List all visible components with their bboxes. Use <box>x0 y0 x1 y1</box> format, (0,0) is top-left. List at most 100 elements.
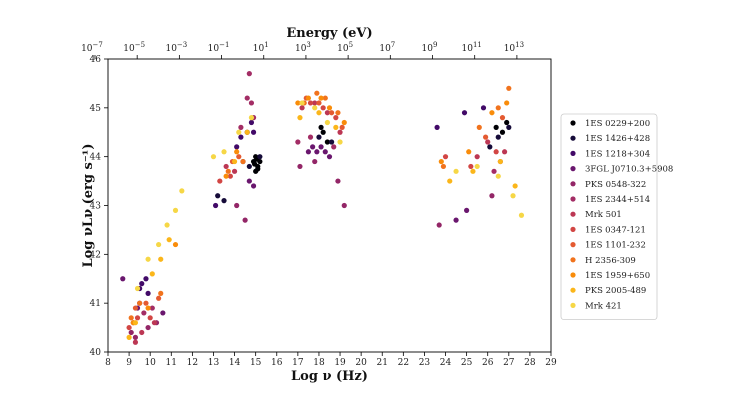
x-tick-label: 21 <box>377 358 388 368</box>
data-point-series-10 <box>223 173 229 179</box>
data-point-series-1 <box>487 144 493 150</box>
x-tick-label: 11 <box>166 358 177 368</box>
data-point-series-0 <box>499 129 506 135</box>
data-point-series-2 <box>145 290 151 296</box>
data-point-series-11 <box>166 237 172 243</box>
data-point-series-5 <box>149 305 155 311</box>
data-point-series-12 <box>453 168 459 174</box>
top-tick-base: 10 <box>337 44 349 54</box>
data-point-series-4 <box>312 158 318 165</box>
top-tick-label: 10−1 <box>208 41 230 54</box>
x-tick-label: 27 <box>503 358 515 368</box>
data-point-series-3 <box>120 276 126 282</box>
x-tick-label: 16 <box>271 358 283 368</box>
data-point-series-8 <box>236 154 242 160</box>
data-point-series-11 <box>297 115 303 121</box>
data-point-series-1 <box>506 124 512 130</box>
data-point-series-1 <box>257 154 263 160</box>
legend-label: 3FGL J0710.3+5908 <box>585 165 673 175</box>
data-point-series-2 <box>139 281 145 287</box>
data-point-series-8 <box>499 115 506 121</box>
data-point-series-2 <box>143 276 149 282</box>
top-tick-base: 10 <box>462 44 474 54</box>
top-tick-label: 105 <box>337 41 353 54</box>
data-point-series-11 <box>333 124 339 130</box>
legend-marker <box>570 211 576 217</box>
legend-label: 1ES 0229+200 <box>585 119 650 129</box>
data-point-series-8 <box>132 305 139 311</box>
data-point-series-11 <box>126 334 132 340</box>
data-point-series-12 <box>210 154 217 160</box>
data-point-series-8 <box>329 110 335 116</box>
legend-label: Mrk 421 <box>585 301 622 311</box>
data-point-series-12 <box>324 119 330 126</box>
data-point-series-7 <box>468 163 474 170</box>
data-point-series-10 <box>305 95 312 101</box>
data-point-series-4 <box>128 329 134 336</box>
x-tick-label: 29 <box>545 358 557 368</box>
x-tick-label: 19 <box>334 358 346 368</box>
scatter-points <box>120 71 525 345</box>
data-point-series-7 <box>493 149 499 155</box>
data-point-series-9 <box>225 168 231 174</box>
data-point-series-1 <box>329 139 335 145</box>
data-point-series-7 <box>217 178 223 184</box>
data-point-series-12 <box>248 115 255 121</box>
top-tick-base: 10 <box>208 44 220 54</box>
data-point-series-11 <box>470 168 476 174</box>
data-point-series-11 <box>158 256 164 262</box>
top-axis-title: Energy (eV) <box>286 26 372 41</box>
data-point-series-7 <box>333 115 339 121</box>
top-tick-exponent: 3 <box>306 41 310 49</box>
data-point-series-9 <box>158 290 164 296</box>
top-tick-exponent: −7 <box>93 41 103 49</box>
top-tick-base: 10 <box>504 44 516 54</box>
data-point-series-6 <box>139 329 145 336</box>
data-point-series-2 <box>250 129 257 135</box>
legend-label: H 2356-309 <box>585 256 636 266</box>
data-point-series-0 <box>324 139 330 145</box>
data-point-series-5 <box>246 71 252 77</box>
data-point-series-3 <box>160 310 166 316</box>
data-point-series-0 <box>320 129 326 135</box>
data-point-series-9 <box>322 95 328 101</box>
legend-marker <box>570 135 576 141</box>
top-tick-exponent: −1 <box>219 41 229 49</box>
data-point-series-12 <box>495 173 501 179</box>
top-tick-exponent: −5 <box>135 41 145 49</box>
data-point-series-0 <box>255 166 261 172</box>
data-point-series-11 <box>512 183 518 189</box>
data-point-series-12 <box>156 241 162 248</box>
legend: 1ES 0229+200 1ES 1426+428 1ES 1218+304 3FGL… <box>560 113 673 321</box>
data-point-series-8 <box>316 100 322 106</box>
data-point-series-5 <box>307 134 314 140</box>
data-point-series-6 <box>223 163 229 170</box>
data-point-series-10 <box>145 305 151 311</box>
data-point-series-12 <box>474 163 480 170</box>
data-point-series-10 <box>295 100 301 106</box>
data-point-series-12 <box>221 149 227 155</box>
legend-marker <box>570 257 576 263</box>
legend-label: 1ES 1101-232 <box>585 241 646 251</box>
data-point-series-8 <box>339 124 345 130</box>
data-point-series-2 <box>480 105 487 111</box>
data-point-series-12 <box>164 222 170 228</box>
legend-box <box>560 113 658 321</box>
data-point-series-10 <box>504 100 510 106</box>
top-tick-label: 1013 <box>504 41 524 54</box>
x-tick-label: 13 <box>208 358 220 368</box>
y-tick-label: 46 <box>90 55 102 65</box>
x-tick-label: 26 <box>482 358 494 368</box>
data-point-series-7 <box>307 100 314 106</box>
data-point-series-3 <box>318 144 324 150</box>
data-point-series-2 <box>461 110 468 116</box>
data-point-series-3 <box>314 149 320 155</box>
data-point-series-12 <box>518 212 525 218</box>
data-point-series-11 <box>316 110 322 116</box>
legend-label: 1ES 1959+650 <box>585 271 650 281</box>
data-point-series-9 <box>440 163 447 170</box>
data-point-series-7 <box>320 105 326 111</box>
data-point-series-5 <box>244 95 250 101</box>
legend-label: 1ES 1426+428 <box>585 134 650 144</box>
data-point-series-10 <box>326 105 333 111</box>
